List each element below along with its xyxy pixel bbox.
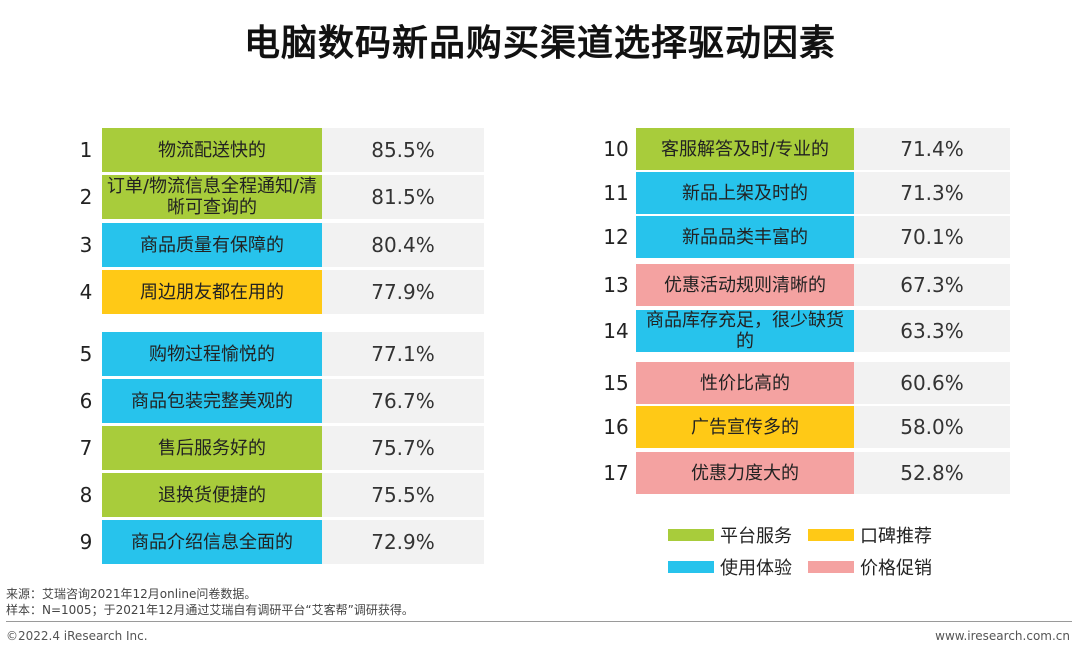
factor-value: 75.5% bbox=[322, 473, 484, 517]
factor-label: 新品上架及时的 bbox=[636, 172, 854, 214]
rank-number: 8 bbox=[79, 483, 93, 507]
factor-label: 商品质量有保障的 bbox=[102, 223, 322, 267]
table-row: 14 商品库存充足，很少缺货的 63.3% bbox=[596, 310, 1010, 352]
table-row: 15 性价比高的 60.6% bbox=[596, 362, 1010, 404]
rank-number: 12 bbox=[603, 225, 629, 249]
table-row: 8 退换货便捷的 75.5% bbox=[66, 473, 484, 517]
factor-value: 76.7% bbox=[322, 379, 484, 423]
factor-value: 52.8% bbox=[854, 452, 1010, 494]
factor-value: 71.3% bbox=[854, 172, 1010, 214]
sample-note: 样本：N=1005；于2021年12月通过艾瑞自有调研平台“艾客帮”调研获得。 bbox=[6, 603, 414, 617]
factor-value: 58.0% bbox=[854, 406, 1010, 448]
factor-value: 72.9% bbox=[322, 520, 484, 564]
factor-label: 物流配送快的 bbox=[102, 128, 322, 172]
rank-number: 4 bbox=[79, 280, 93, 304]
rank-number: 14 bbox=[603, 319, 629, 343]
footer-divider bbox=[6, 621, 1072, 622]
factor-label: 性价比高的 bbox=[636, 362, 854, 404]
table-row: 6 商品包装完整美观的 76.7% bbox=[66, 379, 484, 423]
table-row: 1 物流配送快的 85.5% bbox=[66, 128, 484, 172]
rank-number: 9 bbox=[79, 530, 93, 554]
rank-number: 3 bbox=[79, 233, 93, 257]
factor-label: 优惠活动规则清晰的 bbox=[636, 264, 854, 306]
factor-table-left: 1 物流配送快的 85.5% 2 订单/物流信息全程通知/清晰可查询的 81.5% 3 商品质… bbox=[66, 128, 484, 564]
factor-value: 85.5% bbox=[322, 128, 484, 172]
legend-item-platform-service: 平台服务 bbox=[668, 522, 792, 548]
factor-label: 退换货便捷的 bbox=[102, 473, 322, 517]
factor-value: 75.7% bbox=[322, 426, 484, 470]
rank-number: 6 bbox=[79, 389, 93, 413]
page-title: 电脑数码新品购买渠道选择驱动因素 bbox=[243, 23, 836, 64]
factor-label: 售后服务好的 bbox=[102, 426, 322, 470]
table-row: 7 售后服务好的 75.7% bbox=[66, 426, 484, 470]
legend-item-price-promotion: 价格促销 bbox=[808, 554, 932, 580]
factor-value: 77.9% bbox=[322, 270, 484, 314]
factor-label: 周边朋友都在用的 bbox=[102, 270, 322, 314]
factor-table-right: 10 客服解答及时/专业的 71.4% 11 新品上架及时的 71.3% 12 新品品类丰富的… bbox=[596, 128, 1010, 498]
factor-label: 商品库存充足，很少缺货的 bbox=[636, 310, 854, 352]
factor-value: 80.4% bbox=[322, 223, 484, 267]
factor-value: 63.3% bbox=[854, 310, 1010, 352]
legend-label: 口碑推荐 bbox=[860, 526, 932, 547]
rank-number: 7 bbox=[79, 436, 93, 460]
rank-number: 15 bbox=[603, 371, 629, 395]
rank-number: 2 bbox=[79, 185, 93, 209]
factor-label: 优惠力度大的 bbox=[636, 452, 854, 494]
table-row: 17 优惠力度大的 52.8% bbox=[596, 452, 1010, 494]
legend-item-user-experience: 使用体验 bbox=[668, 554, 792, 580]
factor-value: 77.1% bbox=[322, 332, 484, 376]
factor-label: 商品包装完整美观的 bbox=[102, 379, 322, 423]
factor-label: 客服解答及时/专业的 bbox=[636, 128, 854, 170]
factor-value: 60.6% bbox=[854, 362, 1010, 404]
table-row: 2 订单/物流信息全程通知/清晰可查询的 81.5% bbox=[66, 175, 484, 219]
legend-swatch bbox=[668, 561, 714, 573]
table-row: 4 周边朋友都在用的 77.9% bbox=[66, 270, 484, 314]
rank-number: 10 bbox=[603, 137, 629, 161]
legend-label: 使用体验 bbox=[720, 558, 792, 579]
legend-item-word-of-mouth: 口碑推荐 bbox=[808, 522, 932, 548]
table-row: 3 商品质量有保障的 80.4% bbox=[66, 223, 484, 267]
factor-label: 广告宣传多的 bbox=[636, 406, 854, 448]
factor-value: 81.5% bbox=[322, 175, 484, 219]
website-url: www.iresearch.com.cn bbox=[935, 629, 1070, 643]
factor-value: 71.4% bbox=[854, 128, 1010, 170]
legend-swatch bbox=[808, 561, 854, 573]
source-notes: 来源：艾瑞咨询2021年12月online问卷数据。 样本：N=1005；于20… bbox=[6, 586, 414, 618]
factor-label: 商品介绍信息全面的 bbox=[102, 520, 322, 564]
table-row: 10 客服解答及时/专业的 71.4% bbox=[596, 128, 1010, 170]
legend: 平台服务 口碑推荐 使用体验 价格促销 bbox=[668, 522, 988, 580]
table-row: 9 商品介绍信息全面的 72.9% bbox=[66, 520, 484, 564]
table-row: 11 新品上架及时的 71.3% bbox=[596, 172, 1010, 214]
table-row: 5 购物过程愉悦的 77.1% bbox=[66, 332, 484, 376]
legend-swatch bbox=[808, 529, 854, 541]
rank-number: 11 bbox=[603, 181, 629, 205]
rank-number: 16 bbox=[603, 415, 629, 439]
legend-label: 价格促销 bbox=[860, 558, 932, 579]
factor-label: 订单/物流信息全程通知/清晰可查询的 bbox=[102, 175, 322, 219]
legend-label: 平台服务 bbox=[720, 526, 792, 547]
source-note: 来源：艾瑞咨询2021年12月online问卷数据。 bbox=[6, 587, 257, 601]
factor-label: 新品品类丰富的 bbox=[636, 216, 854, 258]
factor-value: 67.3% bbox=[854, 264, 1010, 306]
factor-label: 购物过程愉悦的 bbox=[102, 332, 322, 376]
rank-number: 13 bbox=[603, 273, 629, 297]
factor-value: 70.1% bbox=[854, 216, 1010, 258]
table-row: 12 新品品类丰富的 70.1% bbox=[596, 216, 1010, 258]
rank-number: 17 bbox=[603, 461, 629, 485]
copyright: ©2022.4 iResearch Inc. bbox=[6, 629, 148, 643]
legend-swatch bbox=[668, 529, 714, 541]
table-row: 13 优惠活动规则清晰的 67.3% bbox=[596, 264, 1010, 306]
rank-number: 5 bbox=[79, 342, 93, 366]
rank-number: 1 bbox=[79, 138, 93, 162]
table-row: 16 广告宣传多的 58.0% bbox=[596, 406, 1010, 448]
